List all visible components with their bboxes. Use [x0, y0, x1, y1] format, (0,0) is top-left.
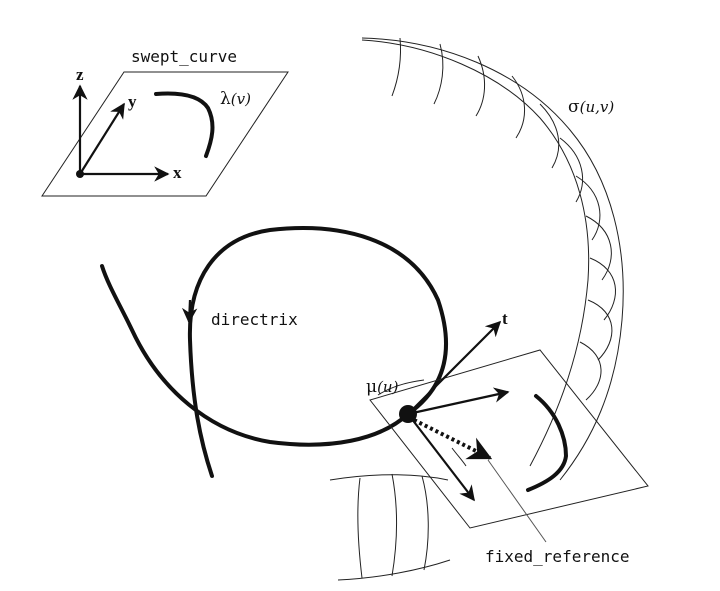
directrix-direction-arrow [181, 299, 198, 324]
surface-rib [589, 257, 616, 321]
axis-z-label: z [76, 65, 84, 84]
origin-dot [76, 170, 84, 178]
fixed-reference-leader [487, 459, 547, 543]
angle-arc [451, 447, 467, 467]
mu-label: μ(u) [366, 377, 399, 397]
normal-vector [407, 387, 510, 416]
surface-rib [579, 341, 602, 401]
surface-rib [391, 37, 401, 97]
fixed-reference-label: fixed_reference [485, 547, 630, 566]
tangent-label: t [502, 309, 508, 328]
mu-point [399, 405, 417, 423]
sigma-label: σ(u,v) [568, 97, 614, 117]
fragment-top-edge [329, 474, 449, 481]
surface-rib [575, 175, 601, 241]
lambda-label: λ(v) [220, 89, 251, 109]
swept-surface-fragment [329, 473, 451, 581]
mu-leader-line [377, 379, 425, 396]
surface-rib [433, 43, 444, 105]
directrix: directrix [100, 226, 448, 478]
lambda-curve-copy [526, 394, 569, 492]
tangent-vector [407, 320, 502, 415]
binormal-vector [407, 413, 475, 502]
axis-y-label: y [128, 92, 137, 111]
swept-curve-inset: swept_curve z y x λ(v) [41, 47, 289, 197]
directrix-curve-main [100, 226, 448, 478]
surface-outer-edge [361, 37, 624, 481]
fragment-rib [391, 473, 397, 577]
directrix-label: directrix [211, 310, 298, 329]
fixed-reference-vector [413, 418, 493, 460]
fragment-rib [357, 477, 363, 579]
local-frame: t μ(u) fixed_reference [366, 309, 649, 566]
lambda-curve [154, 91, 215, 158]
surface-rib [559, 137, 584, 203]
swept-curve-label: swept_curve [131, 47, 237, 66]
surface-rib [511, 75, 526, 139]
y-axis-arrow [79, 102, 125, 175]
fragment-rib [421, 475, 429, 571]
surface-rib [539, 103, 560, 169]
swept-surface: σ(u,v) [361, 37, 624, 481]
surface-rib [587, 299, 613, 361]
surface-rib [475, 55, 486, 117]
surface-rib [585, 215, 612, 281]
axis-x-label: x [173, 163, 182, 182]
frame-plane [369, 349, 649, 529]
fragment-bottom-edge [337, 559, 451, 581]
local-plane [41, 71, 289, 197]
